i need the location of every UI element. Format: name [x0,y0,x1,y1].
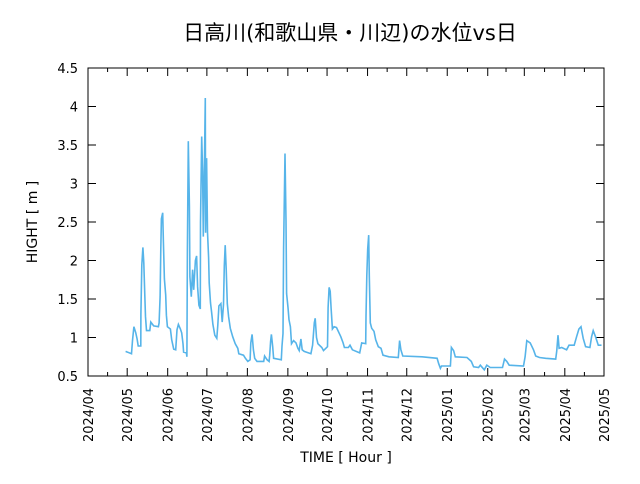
x-tick-label: 2025/03 [518,388,533,442]
x-tick-label: 2025/05 [598,388,613,442]
x-tick-label: 2025/04 [559,388,574,442]
x-tick-label: 2024/12 [401,388,416,442]
series-line-water-level [125,97,602,372]
x-tick-label: 2025/02 [482,388,497,442]
plot-frame [87,67,605,377]
y-tick-label: 1.5 [57,293,78,308]
y-tick-label: 0.5 [57,370,78,385]
y-axis-label: HIGHT [ m ] [25,181,41,264]
x-tick-label: 2025/01 [441,388,456,442]
x-axis-label: TIME [ Hour ] [299,450,392,466]
y-tick-label: 4 [70,101,78,116]
y-tick-label: 2.5 [57,216,78,231]
chart-title: 日高川(和歌山県・川辺)の水位vs日 [183,21,517,45]
y-tick-label: 2 [70,255,78,270]
y-tick-label: 3.5 [57,139,78,154]
x-tick-label: 2024/08 [241,388,256,442]
x-tick-label: 2024/10 [321,388,336,442]
y-tick-label: 4.5 [57,62,78,77]
x-tick-label: 2024/04 [82,388,97,442]
x-tick-label: 2024/11 [362,388,377,442]
x-tick-label: 2024/09 [282,388,297,442]
x-tick-label: 2024/05 [121,388,136,442]
y-axis: 0.5 1 1.5 2 2.5 3 3.5 4 4.5 [57,62,604,385]
y-tick-label: 1 [70,332,78,347]
x-tick-label: 2024/06 [162,388,177,442]
x-tick-label: 2024/07 [201,388,216,442]
y-tick-label: 3 [70,178,78,193]
x-axis: 2024/04 2024/05 2024/06 2024/07 2024/08 2024/… [82,68,613,442]
